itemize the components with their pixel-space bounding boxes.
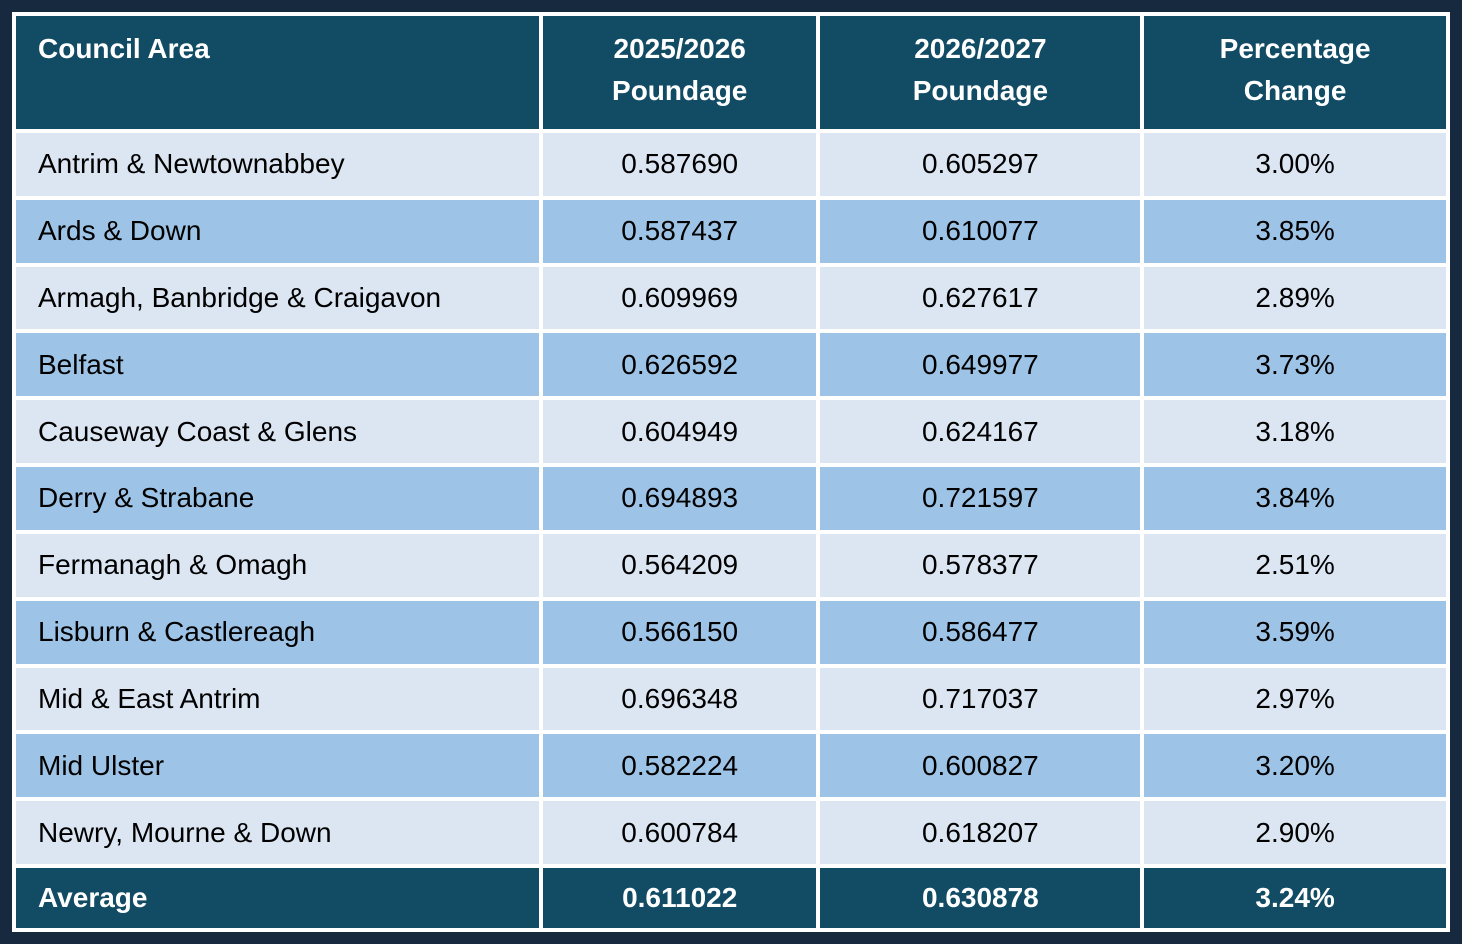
percentage-change-cell: 3.59% bbox=[1144, 600, 1446, 664]
council-area-cell: Mid & East Antrim bbox=[16, 667, 539, 731]
percentage-change-cell: 3.84% bbox=[1144, 467, 1446, 530]
council-area-cell: Newry, Mourne & Down bbox=[16, 801, 539, 864]
average-percentage-change-cell: 3.24% bbox=[1144, 868, 1446, 928]
council-area-cell: Belfast bbox=[16, 333, 539, 397]
council-area-cell: Armagh, Banbridge & Craigavon bbox=[16, 266, 539, 330]
council-area-cell: Mid Ulster bbox=[16, 734, 539, 798]
poundage-2026-2027-cell: 0.717037 bbox=[820, 667, 1141, 731]
column-header-label: Change bbox=[1243, 75, 1347, 106]
table-row: Ards & Down 0.587437 0.610077 3.85% bbox=[16, 199, 1446, 263]
council-poundage-table: Council Area 2025/2026 Poundage 2026/202… bbox=[12, 12, 1450, 932]
poundage-2025-2026-cell: 0.566150 bbox=[542, 600, 817, 664]
table-row: Mid Ulster 0.582224 0.600827 3.20% bbox=[16, 734, 1446, 798]
table-row: Mid & East Antrim 0.696348 0.717037 2.97% bbox=[16, 667, 1446, 731]
column-header-poundage-2026-2027: 2026/2027 Poundage bbox=[820, 16, 1141, 129]
percentage-change-cell: 3.18% bbox=[1144, 400, 1446, 464]
council-area-cell: Lisburn & Castlereagh bbox=[16, 600, 539, 664]
poundage-2025-2026-cell: 0.582224 bbox=[542, 734, 817, 798]
column-header-label: 2025/2026 bbox=[613, 33, 746, 64]
poundage-2025-2026-cell: 0.694893 bbox=[542, 467, 817, 530]
table-row: Belfast 0.626592 0.649977 3.73% bbox=[16, 333, 1446, 397]
column-header-label: Council Area bbox=[38, 33, 210, 64]
poundage-2026-2027-cell: 0.624167 bbox=[820, 400, 1141, 464]
percentage-change-cell: 2.89% bbox=[1144, 266, 1446, 330]
column-header-label: 2026/2027 bbox=[914, 33, 1047, 64]
average-poundage-2026-2027-cell: 0.630878 bbox=[820, 868, 1141, 928]
poundage-2025-2026-cell: 0.600784 bbox=[542, 801, 817, 864]
rates-table-frame: Council Area 2025/2026 Poundage 2026/202… bbox=[12, 12, 1450, 932]
column-header-council-area: Council Area bbox=[16, 16, 539, 129]
table-row: Causeway Coast & Glens 0.604949 0.624167 3.… bbox=[16, 400, 1446, 464]
percentage-change-cell: 3.00% bbox=[1144, 133, 1446, 196]
poundage-2026-2027-cell: 0.627617 bbox=[820, 266, 1141, 330]
council-area-cell: Fermanagh & Omagh bbox=[16, 533, 539, 597]
poundage-2025-2026-cell: 0.587690 bbox=[542, 133, 817, 196]
percentage-change-cell: 2.97% bbox=[1144, 667, 1446, 731]
table-row: Derry & Strabane 0.694893 0.721597 3.84% bbox=[16, 467, 1446, 530]
column-header-label: Poundage bbox=[912, 75, 1049, 106]
poundage-2025-2026-cell: 0.696348 bbox=[542, 667, 817, 731]
poundage-2026-2027-cell: 0.610077 bbox=[820, 199, 1141, 263]
poundage-2026-2027-cell: 0.605297 bbox=[820, 133, 1141, 196]
column-header-poundage-2025-2026: 2025/2026 Poundage bbox=[542, 16, 817, 129]
percentage-change-cell: 2.90% bbox=[1144, 801, 1446, 864]
percentage-change-cell: 3.85% bbox=[1144, 199, 1446, 263]
header-row: Council Area 2025/2026 Poundage 2026/202… bbox=[16, 16, 1446, 129]
poundage-2025-2026-cell: 0.564209 bbox=[542, 533, 817, 597]
average-poundage-2025-2026-cell: 0.611022 bbox=[542, 868, 817, 928]
table-row: Lisburn & Castlereagh 0.566150 0.586477 3.5… bbox=[16, 600, 1446, 664]
column-header-label: Percentage bbox=[1219, 33, 1371, 64]
column-header-label: Poundage bbox=[612, 75, 748, 106]
poundage-2026-2027-cell: 0.586477 bbox=[820, 600, 1141, 664]
poundage-2025-2026-cell: 0.626592 bbox=[542, 333, 817, 397]
council-area-cell: Ards & Down bbox=[16, 199, 539, 263]
council-area-cell: Derry & Strabane bbox=[16, 467, 539, 530]
poundage-2026-2027-cell: 0.618207 bbox=[820, 801, 1141, 864]
poundage-2025-2026-cell: 0.604949 bbox=[542, 400, 817, 464]
percentage-change-cell: 2.51% bbox=[1144, 533, 1446, 597]
percentage-change-cell: 3.20% bbox=[1144, 734, 1446, 798]
poundage-2025-2026-cell: 0.587437 bbox=[542, 199, 817, 263]
council-area-cell: Antrim & Newtownabbey bbox=[16, 133, 539, 196]
average-label-cell: Average bbox=[16, 868, 539, 928]
poundage-2025-2026-cell: 0.609969 bbox=[542, 266, 817, 330]
table-row: Armagh, Banbridge & Craigavon 0.609969 0.6… bbox=[16, 266, 1446, 330]
column-header-percentage-change: Percentage Change bbox=[1144, 16, 1446, 129]
table-row: Fermanagh & Omagh 0.564209 0.578377 2.51% bbox=[16, 533, 1446, 597]
poundage-2026-2027-cell: 0.600827 bbox=[820, 734, 1141, 798]
poundage-2026-2027-cell: 0.649977 bbox=[820, 333, 1141, 397]
table-row: Newry, Mourne & Down 0.600784 0.618207 2.90… bbox=[16, 801, 1446, 864]
council-area-cell: Causeway Coast & Glens bbox=[16, 400, 539, 464]
average-row: Average 0.611022 0.630878 3.24% bbox=[16, 868, 1446, 928]
poundage-2026-2027-cell: 0.721597 bbox=[820, 467, 1141, 530]
table-body: Antrim & Newtownabbey 0.587690 0.605297 3.0… bbox=[16, 133, 1446, 864]
poundage-2026-2027-cell: 0.578377 bbox=[820, 533, 1141, 597]
table-row: Antrim & Newtownabbey 0.587690 0.605297 3.0… bbox=[16, 133, 1446, 196]
percentage-change-cell: 3.73% bbox=[1144, 333, 1446, 397]
